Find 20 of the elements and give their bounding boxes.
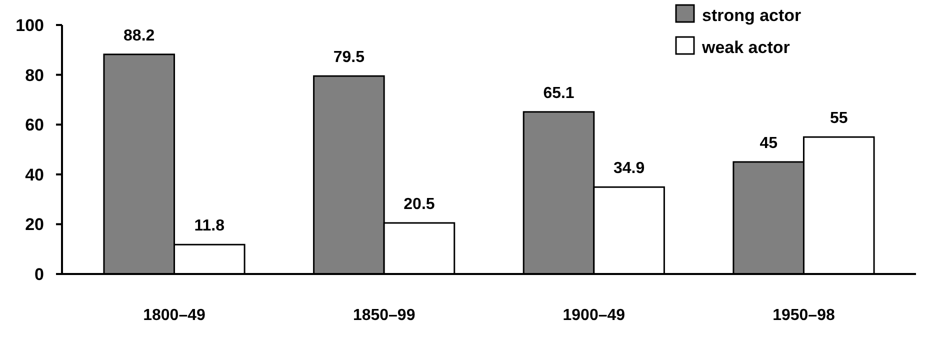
y-tick-label: 80: [25, 66, 44, 85]
x-tick-label: 1950–98: [772, 307, 835, 324]
y-tick-label: 20: [25, 215, 44, 234]
x-tick-label: 1800–49: [143, 307, 206, 324]
x-tick-label: 1900–49: [562, 307, 626, 324]
x-tick-label: 1850–99: [352, 307, 416, 324]
y-tick-label: 100: [16, 16, 44, 35]
data-label: 65.1: [543, 84, 574, 102]
data-label: 79.5: [333, 49, 365, 66]
y-tick-label: 40: [25, 165, 44, 184]
data-label: 34.9: [613, 160, 645, 178]
legend-label: weak actor: [701, 38, 790, 57]
y-tick-label: 0: [34, 265, 44, 284]
data-label: 88.2: [124, 27, 155, 44]
data-label: 11.8: [194, 218, 225, 235]
data-label: 55: [830, 110, 848, 128]
data-label: 45: [760, 134, 778, 152]
legend-label: strong actor: [702, 6, 802, 25]
data-label: 20.5: [404, 196, 435, 213]
y-tick-label: 60: [25, 116, 44, 135]
